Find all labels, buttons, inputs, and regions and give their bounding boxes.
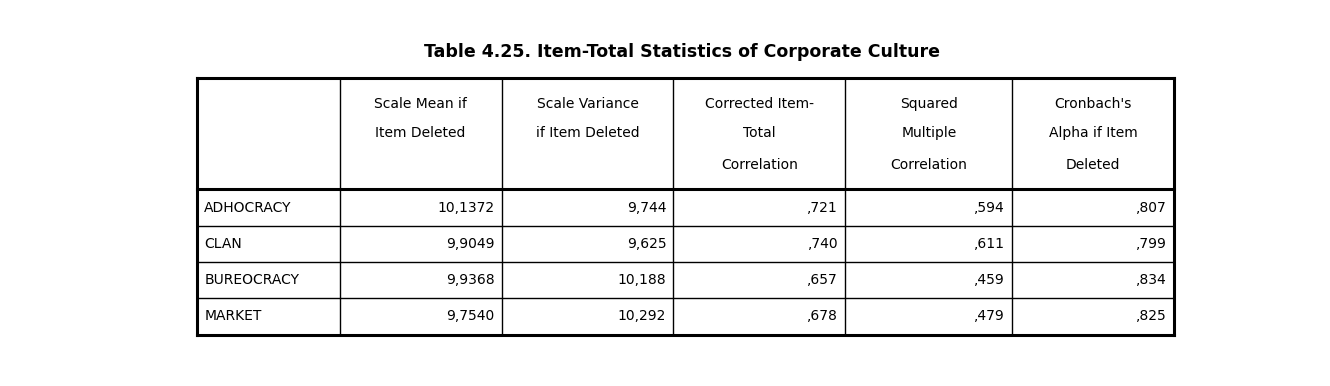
Text: ,825: ,825 (1136, 310, 1168, 323)
Text: Item Deleted: Item Deleted (375, 127, 465, 141)
Text: ,834: ,834 (1136, 273, 1168, 287)
Text: 9,7540: 9,7540 (446, 310, 495, 323)
Text: Scale Mean if: Scale Mean if (374, 97, 467, 112)
Text: Cronbach's: Cronbach's (1055, 97, 1132, 112)
Text: BUREOCRACY: BUREOCRACY (205, 273, 299, 287)
Text: 9,9049: 9,9049 (446, 237, 495, 251)
Text: ,721: ,721 (807, 200, 838, 215)
Text: ,807: ,807 (1136, 200, 1168, 215)
Text: Corrected Item-: Corrected Item- (705, 97, 814, 112)
Text: ,479: ,479 (975, 310, 1005, 323)
Text: 9,625: 9,625 (626, 237, 666, 251)
Text: Multiple: Multiple (902, 127, 956, 141)
Text: Correlation: Correlation (890, 158, 967, 172)
Text: 10,1372: 10,1372 (438, 200, 495, 215)
Text: Table 4.25. Item-Total Statistics of Corporate Culture: Table 4.25. Item-Total Statistics of Cor… (424, 43, 939, 61)
Text: ADHOCRACY: ADHOCRACY (205, 200, 291, 215)
Text: Total: Total (743, 127, 775, 141)
Text: 9,744: 9,744 (626, 200, 666, 215)
Text: ,594: ,594 (975, 200, 1005, 215)
Text: CLAN: CLAN (205, 237, 242, 251)
Text: MARKET: MARKET (205, 310, 262, 323)
Text: ,740: ,740 (807, 237, 838, 251)
Text: if Item Deleted: if Item Deleted (536, 127, 640, 141)
Text: Correlation: Correlation (721, 158, 798, 172)
Text: Scale Variance: Scale Variance (536, 97, 638, 112)
Text: 10,292: 10,292 (618, 310, 666, 323)
Text: ,657: ,657 (807, 273, 838, 287)
Text: Deleted: Deleted (1067, 158, 1121, 172)
Text: ,799: ,799 (1136, 237, 1168, 251)
Text: ,459: ,459 (975, 273, 1005, 287)
Text: Squared: Squared (900, 97, 958, 112)
Text: 10,188: 10,188 (617, 273, 666, 287)
Text: ,678: ,678 (807, 310, 838, 323)
Text: Alpha if Item: Alpha if Item (1049, 127, 1137, 141)
Text: 9,9368: 9,9368 (446, 273, 495, 287)
Text: ,611: ,611 (974, 237, 1005, 251)
